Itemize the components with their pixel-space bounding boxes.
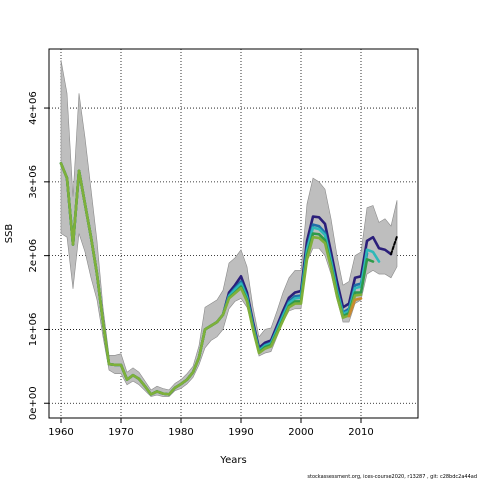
confidence-band: [60, 60, 398, 397]
series-line-6: [347, 297, 363, 318]
credit-text: stockassessment.org, ices-course2020, r1…: [307, 474, 477, 480]
y-tick-label: 4e+06: [28, 91, 39, 125]
y-axis-title: SSB: [4, 224, 15, 244]
plot-frame: [48, 48, 419, 419]
x-tick-label: 1960: [48, 427, 73, 438]
x-tick-label: 1990: [228, 427, 253, 438]
confidence-band-area: [60, 60, 398, 397]
y-tick-label: 1e+06: [28, 313, 39, 347]
series-line-7: [390, 235, 398, 256]
y-tick-label: 2e+06: [28, 239, 39, 273]
x-axis: 1960 1970 1980 1990 2000 2010: [48, 418, 374, 438]
x-tick-label: 1980: [168, 427, 193, 438]
y-axis: 0e+00 1e+06 2e+06 3e+06 4e+06: [28, 91, 49, 420]
series-lines: [59, 162, 398, 396]
x-tick-label: 2000: [288, 427, 313, 438]
x-tick-label: 1970: [108, 427, 133, 438]
x-tick-label: 2010: [348, 427, 373, 438]
series-line-5: [59, 162, 363, 396]
y-tick-label: 3e+06: [28, 165, 39, 199]
grid-lines: [49, 49, 418, 418]
y-tick-label: 0e+00: [28, 386, 39, 420]
x-axis-title: Years: [219, 455, 246, 466]
